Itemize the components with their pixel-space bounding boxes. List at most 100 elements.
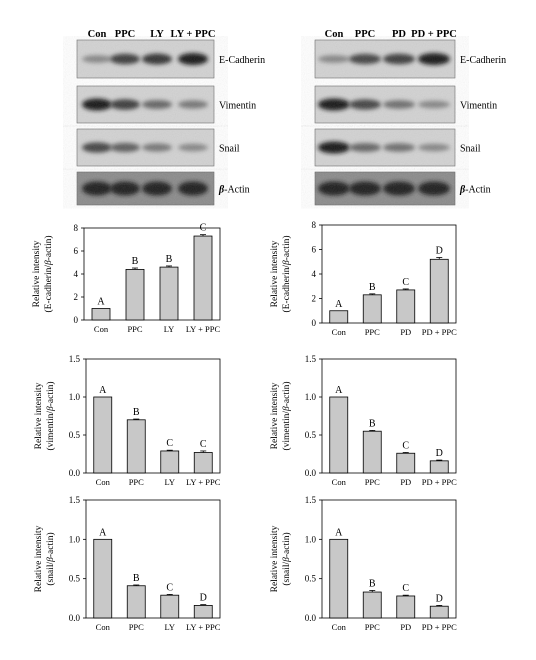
y-axis-label: Relative intensity — [34, 382, 44, 449]
x-tick-label: LY — [165, 622, 175, 632]
x-tick-label: PPC — [365, 477, 380, 487]
x-tick-label: PPC — [365, 622, 380, 632]
y-tick-label: 1.5 — [305, 354, 317, 364]
y-tick-label: 8 — [74, 223, 79, 233]
y-tick-label: 0.5 — [69, 430, 81, 440]
blot-lane-label: LY — [150, 29, 164, 40]
y-tick-label: 0.0 — [69, 468, 81, 478]
significance-letter: B — [369, 282, 376, 293]
y-tick-label: 0.5 — [305, 574, 317, 584]
x-tick-label: PPC — [127, 324, 142, 334]
significance-letter: B — [133, 407, 140, 418]
y-axis-label: Relative intensity — [32, 240, 42, 307]
western-blots: Con PPC LY LY + PPC E-Cadherin Vimentin Snail β… — [76, 29, 506, 206]
blot-row-label: E-Cadherin — [219, 55, 265, 66]
x-tick-label: PD — [400, 327, 411, 337]
y-tick-label: 1.0 — [305, 534, 317, 544]
y-tick-label: 4 — [74, 269, 79, 279]
y-tick-label: 8 — [312, 220, 317, 230]
y-tick-label: 0.5 — [305, 430, 317, 440]
blot-row-label: β-Actin — [218, 185, 250, 196]
plot-frame — [321, 358, 457, 474]
x-tick-label: Con — [94, 324, 109, 334]
blot-texture — [77, 40, 214, 78]
y-tick-label: 2 — [74, 292, 79, 302]
significance-letter: D — [200, 593, 207, 604]
blot-lane-label: PD — [392, 29, 406, 40]
bar — [193, 452, 213, 474]
bar — [362, 294, 382, 324]
significance-letter: D — [436, 448, 443, 459]
significance-letter: B — [132, 256, 139, 267]
significance-letter: A — [335, 527, 343, 538]
x-tick-label: PPC — [129, 477, 144, 487]
y-axis-label: Relative intensity — [270, 382, 280, 449]
bar — [160, 594, 180, 619]
bar — [91, 308, 111, 321]
plot-frame — [85, 499, 221, 619]
bar-chart-2: 0 2 4 6 8 Relative intensity (E-cadherin/β-act… — [270, 220, 457, 337]
blot-texture — [77, 172, 214, 205]
x-tick-label: Con — [96, 622, 111, 632]
y-axis-label-sub: (E-cadherin/β-actin) — [281, 235, 292, 312]
significance-letter: C — [166, 438, 173, 449]
bar-chart-6: 0.0 0.5 1.0 1.5 Relative intensity (snail/β-a… — [270, 495, 457, 632]
x-tick-label: LY + PPC — [186, 622, 221, 632]
blot-texture — [315, 40, 455, 78]
bar — [93, 538, 113, 619]
blot-row-label: β-Actin — [459, 185, 491, 196]
significance-letter: D — [436, 593, 443, 604]
x-tick-label: LY + PPC — [186, 477, 221, 487]
y-tick-label: 1.5 — [69, 354, 81, 364]
y-axis-label: Relative intensity — [34, 525, 44, 592]
blot-texture — [315, 172, 455, 205]
y-axis-label: Relative intensity — [270, 240, 280, 307]
y-tick-label: 0.0 — [69, 613, 81, 623]
bar-chart-1: 0 2 4 6 8 Relative intensity (E-cadherin/β-act… — [32, 223, 220, 334]
y-axis-label-sub: (E-cadherin/β-actin) — [43, 235, 54, 312]
bar — [329, 310, 349, 324]
significance-letter: C — [402, 440, 409, 451]
x-tick-label: Con — [96, 477, 111, 487]
bar — [329, 538, 349, 619]
significance-letter: A — [99, 385, 107, 396]
significance-letter: C — [200, 223, 207, 234]
x-tick-label: LY — [165, 477, 175, 487]
y-axis-label-sub: (vimentin/β-actin) — [281, 381, 292, 450]
bar-chart-4: 0.0 0.5 1.0 1.5 Relative intensity (vimentin/… — [270, 354, 457, 487]
y-tick-label: 4 — [312, 269, 317, 279]
y-tick-label: 1.0 — [305, 392, 317, 402]
y-tick-label: 0 — [74, 315, 79, 325]
bar — [396, 289, 416, 324]
bar — [396, 595, 416, 619]
x-tick-label: PD — [400, 477, 411, 487]
blot-panel-1: Con PPC LY LY + PPC E-Cadherin Vimentin Snail β… — [76, 29, 265, 206]
x-tick-label: PD — [400, 622, 411, 632]
blot-lane-label: Con — [88, 29, 107, 40]
significance-letter: B — [166, 254, 173, 265]
blot-texture — [77, 86, 214, 123]
x-tick-label: LY — [164, 324, 174, 334]
y-tick-label: 0.5 — [69, 574, 81, 584]
y-tick-label: 1.0 — [69, 392, 81, 402]
significance-letter: A — [99, 527, 107, 538]
x-tick-label: PD + PPC — [422, 477, 457, 487]
significance-letter: B — [369, 578, 376, 589]
plot-frame — [321, 499, 457, 619]
blot-panel-2: Con PPC PD PD + PPC E-Cadherin Vimentin Snail β… — [314, 29, 506, 206]
x-tick-label: PD + PPC — [422, 327, 457, 337]
blot-row-label: E-Cadherin — [460, 55, 506, 66]
x-tick-label: PPC — [129, 622, 144, 632]
blot-row-label: Vimentin — [460, 101, 497, 112]
significance-letter: C — [166, 582, 173, 593]
blot-row-label: Vimentin — [219, 101, 256, 112]
y-axis-label: Relative intensity — [270, 525, 280, 592]
significance-letter: C — [402, 277, 409, 288]
blot-texture — [315, 129, 455, 166]
y-tick-label: 0.0 — [305, 613, 317, 623]
y-tick-label: 2 — [312, 294, 317, 304]
x-tick-label: Con — [332, 477, 347, 487]
bar-chart-5: 0.0 0.5 1.0 1.5 Relative intensity (snail/β-a… — [34, 495, 221, 632]
y-tick-label: 0 — [312, 318, 317, 328]
y-axis-label-sub: (vimentin/β-actin) — [45, 381, 56, 450]
